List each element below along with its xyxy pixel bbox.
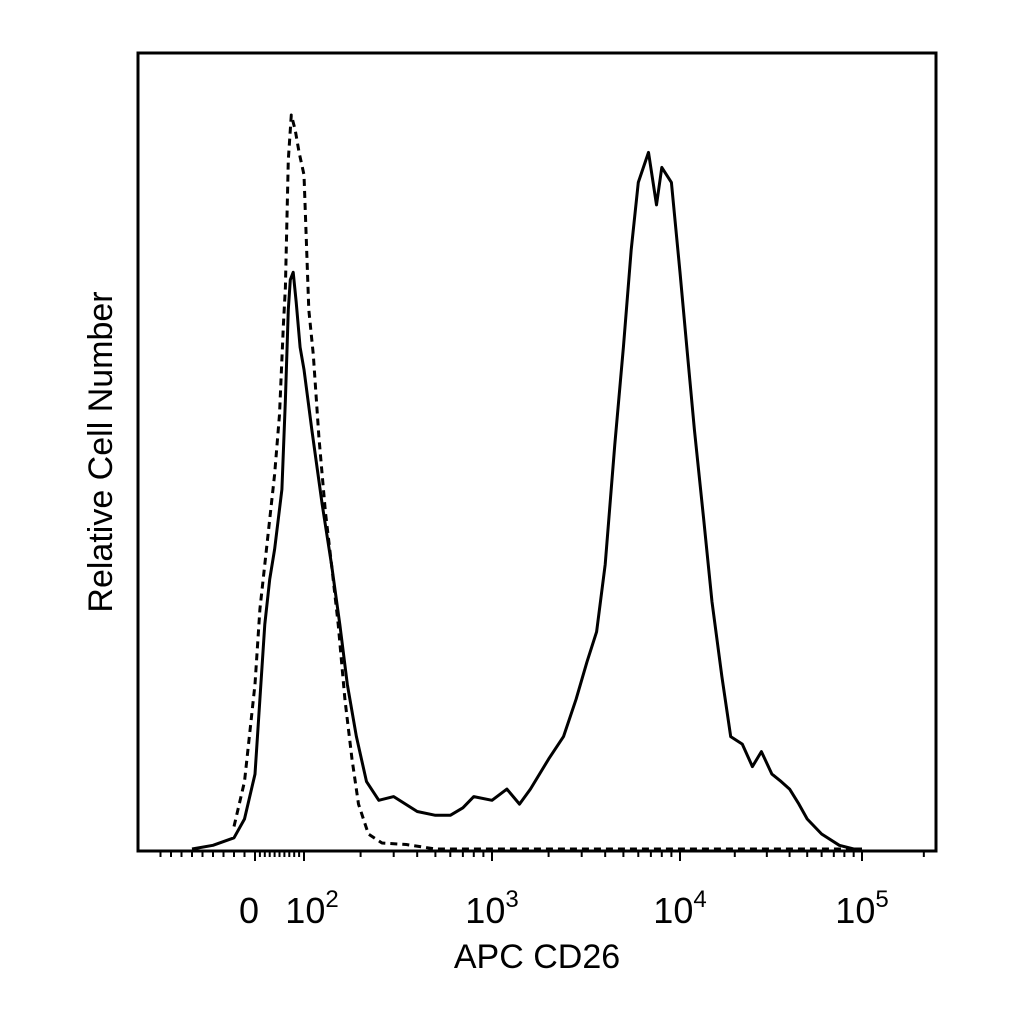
x-axis-title: APC CD26 xyxy=(454,938,620,976)
dashed-histogram-line xyxy=(232,113,862,851)
y-axis-title: Relative Cell Number xyxy=(82,291,120,612)
solid-histogram-line xyxy=(191,150,862,851)
series-layer xyxy=(191,113,862,851)
plot-frame xyxy=(136,51,938,853)
x-tick-labels: 0 102 103 104 105 xyxy=(239,886,889,931)
x-minor-ticks xyxy=(159,851,925,857)
x-major-ticks xyxy=(254,851,863,861)
x-tick-label-0: 0 xyxy=(239,890,259,931)
x-tick-label-3: 104 xyxy=(653,886,706,931)
x-tick-label-1: 102 xyxy=(285,886,338,931)
x-tick-label-2: 103 xyxy=(465,886,518,931)
x-tick-label-4: 105 xyxy=(835,886,888,931)
